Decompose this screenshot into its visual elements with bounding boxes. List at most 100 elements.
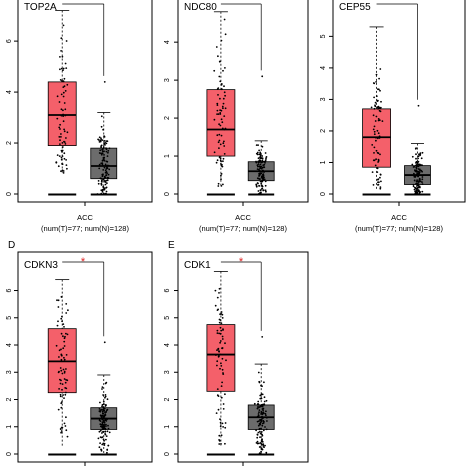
data-point bbox=[263, 178, 266, 181]
box-tumor bbox=[206, 11, 236, 196]
data-point bbox=[260, 165, 262, 168]
data-point bbox=[100, 415, 103, 417]
data-point bbox=[221, 335, 224, 338]
data-point bbox=[97, 437, 100, 440]
data-point bbox=[379, 153, 381, 156]
data-point bbox=[265, 428, 268, 431]
data-point bbox=[379, 186, 382, 189]
data-point bbox=[265, 399, 268, 402]
outlier-point bbox=[103, 341, 106, 344]
data-point bbox=[379, 89, 381, 92]
data-point bbox=[256, 433, 259, 436]
data-point bbox=[60, 37, 63, 40]
data-point bbox=[261, 403, 264, 406]
data-point bbox=[103, 188, 106, 191]
data-point bbox=[61, 169, 64, 172]
data-point bbox=[419, 164, 422, 167]
data-point bbox=[60, 430, 63, 432]
y-tick-label: 1 bbox=[6, 425, 13, 429]
data-point bbox=[379, 187, 382, 190]
data-point bbox=[100, 162, 103, 165]
data-point bbox=[222, 408, 225, 410]
data-point bbox=[103, 159, 106, 162]
data-point bbox=[265, 414, 267, 417]
data-point bbox=[218, 75, 221, 78]
data-point bbox=[219, 319, 222, 321]
data-point bbox=[219, 367, 221, 370]
data-point bbox=[100, 448, 103, 451]
y-tick-label: 2 bbox=[6, 397, 13, 401]
data-point bbox=[373, 152, 375, 154]
data-point bbox=[64, 143, 67, 145]
data-point bbox=[106, 182, 108, 185]
data-point bbox=[376, 167, 379, 170]
data-point bbox=[100, 125, 103, 128]
data-point bbox=[257, 165, 259, 168]
data-point bbox=[105, 423, 107, 426]
data-point bbox=[104, 433, 106, 435]
data-point bbox=[102, 430, 104, 433]
data-point bbox=[219, 340, 222, 342]
data-point bbox=[377, 88, 379, 91]
data-point bbox=[376, 99, 379, 102]
data-point bbox=[421, 176, 424, 178]
data-point bbox=[413, 179, 416, 182]
plot-frame bbox=[17, 251, 153, 463]
data-point bbox=[412, 185, 415, 188]
data-point bbox=[103, 154, 105, 156]
data-point bbox=[62, 95, 65, 98]
data-point bbox=[63, 102, 66, 104]
data-point bbox=[102, 156, 105, 159]
data-point bbox=[101, 423, 104, 426]
data-point bbox=[63, 326, 65, 328]
panel-a: TOP2A 0 2 4 6 ACC (num(T)=77; num(N)=128) bbox=[6, 0, 153, 233]
data-point bbox=[97, 180, 100, 182]
data-point bbox=[67, 309, 69, 312]
data-point bbox=[64, 393, 67, 396]
data-point bbox=[61, 315, 63, 318]
data-point bbox=[256, 407, 259, 410]
data-point bbox=[258, 411, 260, 414]
data-point bbox=[100, 137, 102, 140]
data-point bbox=[56, 117, 59, 120]
data-point bbox=[98, 136, 101, 139]
data-point bbox=[66, 435, 69, 438]
data-point bbox=[218, 60, 221, 63]
data-point bbox=[417, 165, 420, 168]
data-point bbox=[65, 391, 67, 394]
data-point bbox=[216, 296, 219, 299]
data-point bbox=[372, 114, 375, 117]
data-point bbox=[373, 125, 376, 128]
data-point bbox=[259, 422, 262, 424]
data-point bbox=[259, 397, 262, 400]
data-point bbox=[375, 81, 377, 83]
y-tick-label: 4 bbox=[164, 40, 171, 44]
data-point bbox=[257, 413, 260, 415]
data-point bbox=[219, 425, 222, 428]
data-point bbox=[108, 147, 111, 150]
data-point bbox=[257, 144, 259, 147]
data-point bbox=[62, 323, 65, 325]
data-point bbox=[100, 144, 103, 147]
data-point bbox=[258, 165, 261, 168]
data-point bbox=[63, 356, 65, 359]
box-normal bbox=[90, 80, 118, 196]
data-point bbox=[224, 94, 227, 97]
data-point bbox=[62, 115, 65, 117]
data-point bbox=[223, 115, 226, 117]
data-point bbox=[220, 39, 223, 42]
plot-frame bbox=[332, 0, 466, 203]
data-point bbox=[224, 67, 226, 69]
data-point bbox=[224, 107, 227, 110]
data-point bbox=[220, 185, 223, 187]
data-point bbox=[220, 109, 223, 112]
data-point bbox=[415, 180, 418, 183]
data-point bbox=[220, 118, 223, 121]
data-point bbox=[261, 160, 264, 163]
data-point bbox=[102, 409, 105, 412]
data-point bbox=[412, 183, 415, 186]
data-point bbox=[218, 350, 221, 353]
data-point bbox=[258, 169, 261, 172]
data-point bbox=[103, 444, 106, 446]
data-point bbox=[62, 394, 64, 396]
